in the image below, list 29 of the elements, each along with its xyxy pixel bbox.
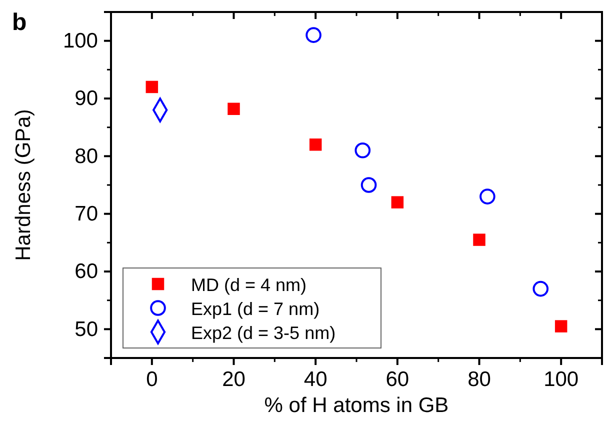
x-axis-title: % of H atoms in GB — [264, 394, 449, 417]
point — [480, 188, 496, 204]
x-tick-label: 20 — [222, 368, 246, 391]
x-tick-label: 100 — [544, 368, 579, 391]
x-tick-label: 40 — [304, 368, 328, 391]
x-tick-label: 80 — [468, 368, 491, 391]
point — [360, 177, 377, 193]
y-axis-title: Hardness (GPa) — [12, 109, 35, 261]
point — [354, 142, 371, 158]
point — [532, 280, 549, 297]
point — [228, 102, 240, 116]
point — [391, 196, 404, 208]
point — [473, 234, 486, 246]
point — [554, 320, 568, 332]
legend-label: Exp1 (d = 7 nm) — [191, 299, 320, 319]
legend-label: MD (d = 4 nm) — [191, 275, 307, 295]
x-tick-label: 60 — [386, 368, 410, 391]
y-tick-label: 90 — [74, 87, 98, 110]
y-tick-label: 100 — [62, 30, 98, 53]
point — [146, 80, 158, 94]
point — [309, 138, 322, 151]
legend-label: Exp2 (d = 3-5 nm) — [191, 323, 336, 343]
y-tick-label: 50 — [74, 318, 98, 341]
y-tick-label: 80 — [74, 144, 98, 168]
point — [306, 27, 322, 43]
y-tick-label: 70 — [74, 202, 98, 226]
x-tick-label: 0 — [146, 368, 158, 391]
y-tick-label: 60 — [74, 260, 98, 284]
chart-title: b — [12, 9, 27, 36]
